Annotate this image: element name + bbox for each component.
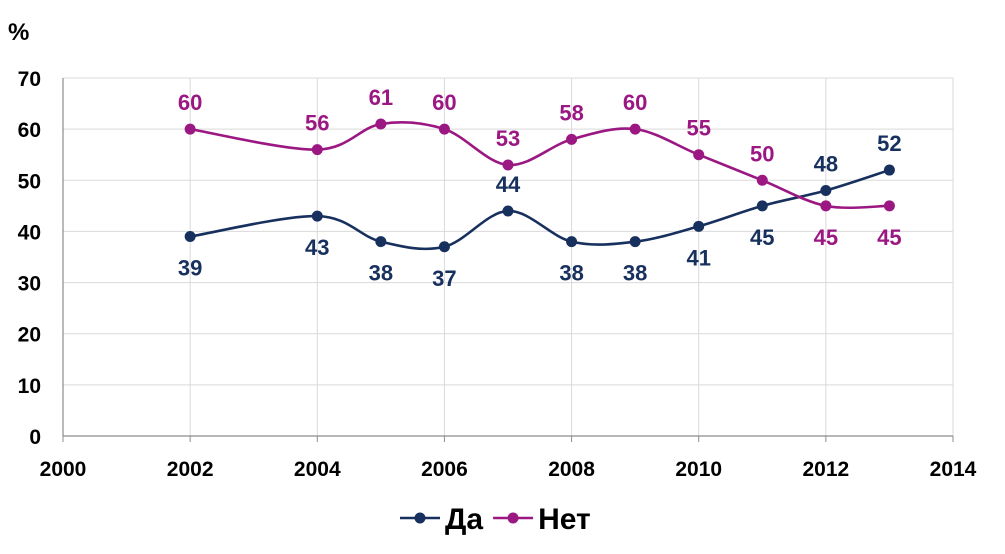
data-label-1-6: 60 xyxy=(623,90,647,115)
data-label-0-2: 38 xyxy=(369,261,393,286)
data-label-0-7: 41 xyxy=(686,245,710,270)
series-line-0 xyxy=(189,168,890,251)
x-tick-label: 2012 xyxy=(802,458,849,481)
y-axis-ticks: 0 10 20 30 40 50 60 70 xyxy=(18,68,41,449)
legend-swatch-marker-0 xyxy=(414,512,426,524)
data-point-0-0 xyxy=(184,231,196,243)
legend-swatch-marker-1 xyxy=(507,512,519,524)
data-labels: 39 43 38 37 44 38 38 41 45 48 52 60 56 61 60 53 58 60 55 50… xyxy=(178,85,902,291)
data-label-0-0: 39 xyxy=(178,256,202,281)
y-tick-label: 0 xyxy=(29,426,41,449)
legend: Да Нет xyxy=(400,503,591,536)
data-point-0-1 xyxy=(311,210,323,222)
data-point-0-2 xyxy=(375,236,387,248)
data-point-0-8 xyxy=(756,200,768,212)
data-label-1-1: 56 xyxy=(305,111,329,136)
data-label-1-3: 60 xyxy=(432,90,456,115)
x-tick-label: 2014 xyxy=(930,458,977,481)
data-label-1-10: 45 xyxy=(877,225,901,250)
data-label-1-5: 58 xyxy=(559,100,583,125)
data-point-0-7 xyxy=(693,220,705,232)
data-point-1-5 xyxy=(566,133,578,145)
data-label-0-4: 44 xyxy=(496,172,521,197)
data-label-0-3: 37 xyxy=(432,266,456,291)
y-tick-label: 10 xyxy=(18,375,41,398)
data-label-1-7: 55 xyxy=(686,116,710,141)
data-point-1-1 xyxy=(311,144,323,156)
series-points xyxy=(184,118,895,253)
y-tick-label: 70 xyxy=(18,68,41,91)
data-point-1-7 xyxy=(693,149,705,161)
data-label-0-1: 43 xyxy=(305,235,329,260)
data-point-0-3 xyxy=(438,241,450,253)
data-label-1-4: 53 xyxy=(496,126,520,151)
data-point-1-6 xyxy=(629,123,641,135)
data-point-0-10 xyxy=(883,164,895,176)
y-axis-unit-label: % xyxy=(8,19,29,46)
x-tick-label: 2010 xyxy=(675,458,722,481)
x-tick-label: 2006 xyxy=(421,458,468,481)
legend-label-1: Нет xyxy=(538,503,591,536)
data-label-0-9: 48 xyxy=(814,152,838,177)
x-tick-label: 2000 xyxy=(40,458,87,481)
data-label-0-5: 38 xyxy=(559,261,583,286)
data-label-0-8: 45 xyxy=(750,225,774,250)
x-tick-label: 2002 xyxy=(167,458,214,481)
legend-label-0: Да xyxy=(445,503,483,536)
axes xyxy=(62,78,954,442)
data-point-0-6 xyxy=(629,236,641,248)
data-point-1-10 xyxy=(883,200,895,212)
y-tick-label: 20 xyxy=(18,324,41,347)
data-point-1-2 xyxy=(375,118,387,130)
data-point-1-4 xyxy=(502,159,514,171)
data-label-1-2: 61 xyxy=(369,85,393,110)
data-point-1-0 xyxy=(184,123,196,135)
data-point-0-9 xyxy=(820,185,832,197)
x-axis-ticks: 2000 2002 2004 2006 2008 2010 2012 2014 xyxy=(40,458,977,481)
data-label-1-9: 45 xyxy=(814,225,838,250)
data-label-0-10: 52 xyxy=(877,131,901,156)
data-point-1-9 xyxy=(820,200,832,212)
y-tick-label: 60 xyxy=(18,119,41,142)
series-line-1 xyxy=(189,121,890,210)
data-label-1-8: 50 xyxy=(750,141,774,166)
data-label-1-0: 60 xyxy=(178,90,202,115)
x-tick-label: 2008 xyxy=(548,458,595,481)
y-tick-label: 40 xyxy=(18,221,41,244)
data-point-1-3 xyxy=(438,123,450,135)
y-tick-label: 30 xyxy=(18,273,41,296)
x-tick-label: 2004 xyxy=(294,458,341,481)
data-point-0-5 xyxy=(566,236,578,248)
data-point-1-8 xyxy=(756,174,768,186)
y-tick-label: 50 xyxy=(18,170,41,193)
data-label-0-6: 38 xyxy=(623,261,647,286)
series-lines xyxy=(189,121,890,251)
data-point-0-4 xyxy=(502,205,514,217)
